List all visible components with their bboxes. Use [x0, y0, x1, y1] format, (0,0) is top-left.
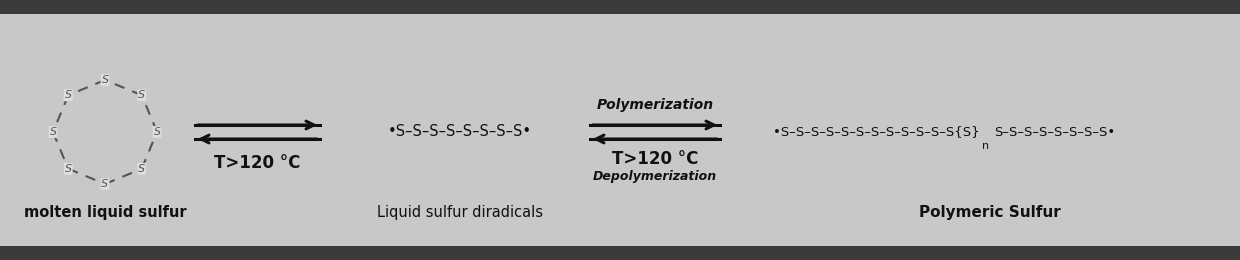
Bar — [0, 0, 1240, 14]
Text: T>120 °C: T>120 °C — [215, 154, 300, 172]
Text: S: S — [64, 90, 72, 100]
Text: S: S — [154, 127, 160, 137]
Text: Liquid sulfur diradicals: Liquid sulfur diradicals — [377, 205, 543, 219]
Text: S: S — [102, 75, 109, 85]
Text: S: S — [138, 164, 145, 174]
Text: S: S — [102, 179, 109, 189]
Text: •S–S–S–S–S–S–S–S•: •S–S–S–S–S–S–S–S• — [388, 125, 532, 140]
Text: T>120 °C: T>120 °C — [611, 150, 698, 168]
Text: •S–S–S–S–S–S–S–S–S–S–S–S{S}: •S–S–S–S–S–S–S–S–S–S–S–S{S} — [774, 126, 980, 139]
Text: molten liquid sulfur: molten liquid sulfur — [24, 205, 186, 219]
Bar — [0, 246, 1240, 260]
Text: Polymeric Sulfur: Polymeric Sulfur — [919, 205, 1061, 219]
Text: S: S — [64, 164, 72, 174]
Text: S: S — [50, 127, 57, 137]
Text: n: n — [982, 141, 990, 151]
Text: Polymerization: Polymerization — [596, 98, 713, 112]
Text: Depolymerization: Depolymerization — [593, 170, 717, 183]
Text: S–S–S–S–S–S–S–S•: S–S–S–S–S–S–S–S• — [994, 126, 1115, 139]
Text: S: S — [138, 90, 145, 100]
